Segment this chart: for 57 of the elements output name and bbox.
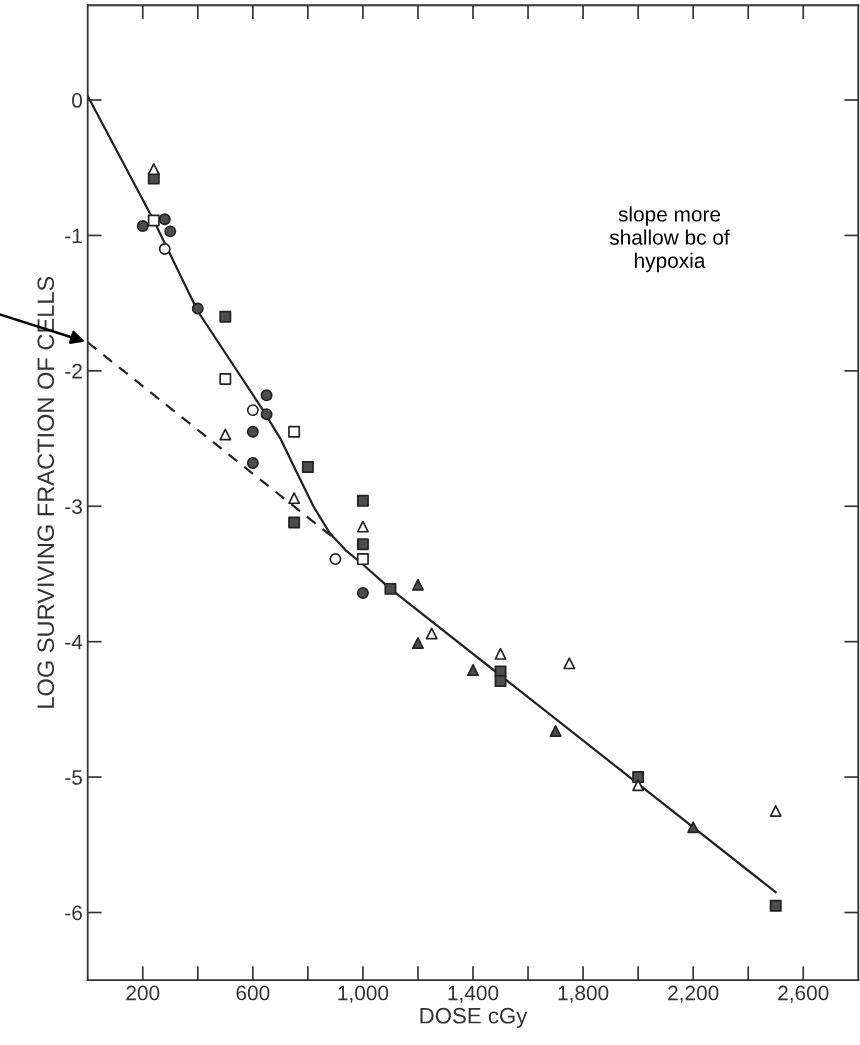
point — [191, 302, 204, 315]
point — [158, 242, 171, 255]
x-tick-label: 200 — [126, 985, 160, 1001]
point — [246, 456, 259, 469]
point — [136, 219, 149, 232]
point — [769, 899, 782, 912]
point — [246, 404, 259, 417]
point — [769, 804, 782, 817]
point — [288, 425, 301, 438]
x-axis-title: DOSE cGy — [420, 1007, 528, 1028]
point — [411, 578, 424, 591]
x-tick-label: 1,000 — [338, 985, 389, 1003]
line-series — [87, 94, 777, 894]
point — [329, 553, 342, 566]
point — [147, 214, 160, 227]
point — [687, 821, 700, 834]
point — [246, 425, 259, 438]
x-tick-label: 600 — [236, 985, 270, 1001]
point — [356, 586, 369, 599]
x-tick-label: 2,600 — [778, 985, 829, 1003]
y-tick-label: -3 — [65, 499, 82, 515]
point — [260, 408, 273, 421]
point — [494, 647, 507, 660]
point — [288, 492, 301, 505]
point — [219, 372, 232, 385]
y-tick-label: -4 — [65, 634, 83, 650]
point — [549, 725, 562, 738]
point — [288, 516, 301, 529]
point — [563, 657, 576, 670]
y-tick-label: -5 — [65, 770, 82, 785]
point — [147, 163, 160, 176]
point — [356, 520, 369, 533]
x-tick-label: 1,400 — [448, 985, 499, 1003]
y-tick-label: -1 — [65, 228, 82, 243]
y-tick-label: -2 — [65, 363, 82, 379]
x-tick-label: 2,200 — [668, 985, 719, 1003]
y-tick-label: 0 — [72, 93, 83, 108]
point — [158, 213, 171, 226]
point — [356, 494, 369, 507]
annotation: slope more shallow bc of hypoxia — [609, 206, 730, 273]
point — [356, 553, 369, 566]
point — [411, 637, 424, 650]
point — [301, 461, 314, 473]
point — [260, 389, 273, 402]
point — [632, 779, 645, 792]
point — [219, 428, 232, 441]
point — [467, 664, 479, 677]
y-tick-label: -6 — [65, 905, 82, 921]
y-axis-title: LOG SURVIVING FRACTION OF CELLS — [37, 276, 55, 708]
point — [425, 627, 438, 640]
point — [494, 674, 507, 687]
point — [356, 538, 369, 551]
point — [632, 771, 645, 784]
point — [384, 582, 397, 595]
x-tick-label: 1,800 — [558, 985, 609, 1003]
point — [219, 310, 232, 323]
point — [164, 225, 177, 238]
